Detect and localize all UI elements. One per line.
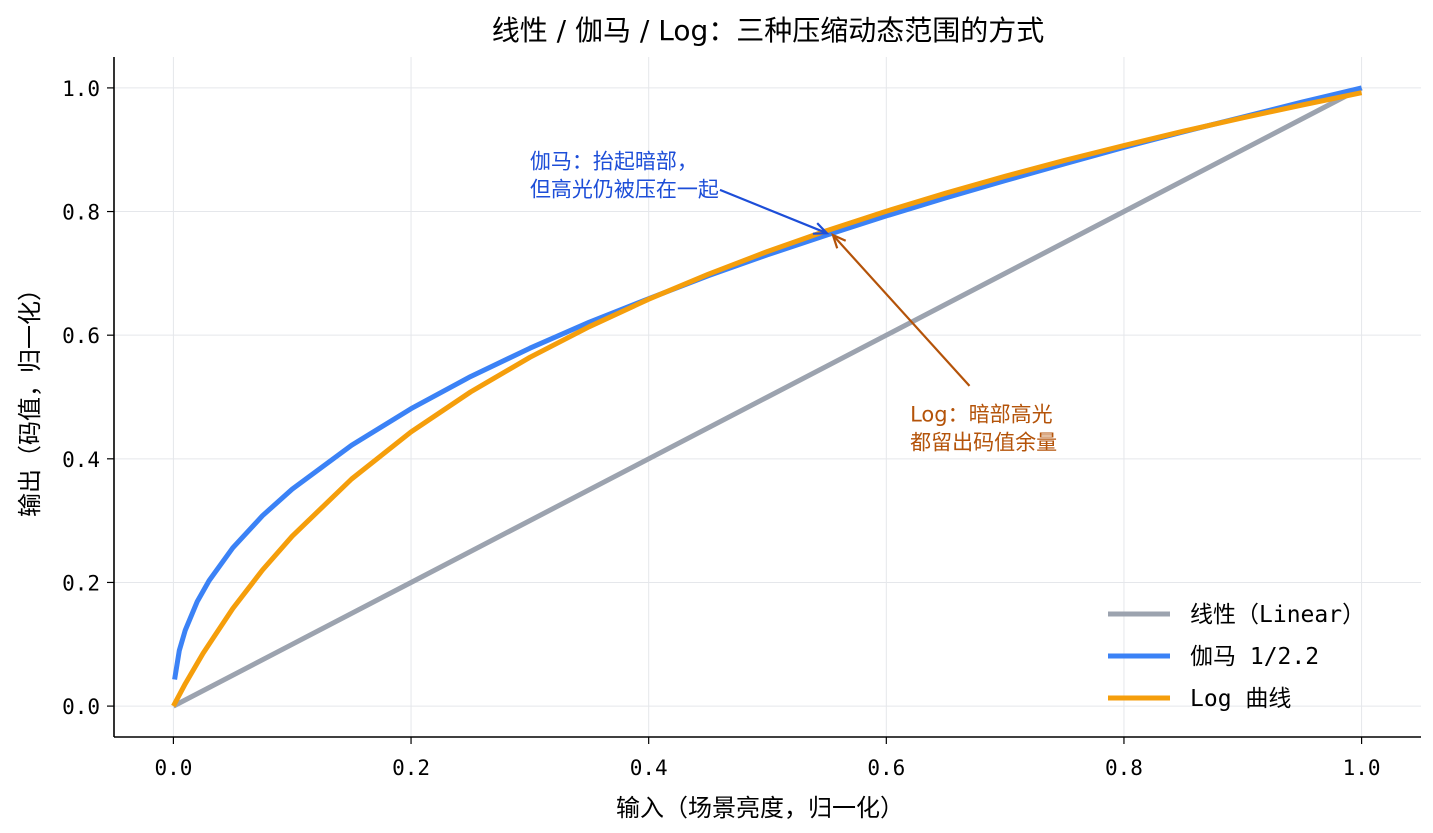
legend: 线性（Linear） 伽马 1/2.2 Log 曲线: [1108, 602, 1365, 712]
x-tick-label: 0.8: [1105, 756, 1143, 780]
x-tick-label: 1.0: [1343, 756, 1381, 780]
x-tick-label: 0.2: [392, 756, 430, 780]
annotation-text-1: Log：暗部高光: [910, 403, 1053, 427]
annotation-arrow-0: [719, 188, 828, 235]
y-tick-label: 0.0: [62, 695, 100, 719]
y-axis-title: 输出（码值，归一化）: [16, 277, 44, 517]
series-line-0: [172, 85, 1363, 709]
x-axis-title: 输入（场景亮度，归一化）: [616, 794, 904, 822]
annotation-text-0: 但高光仍被压在一起: [530, 177, 719, 201]
annotation-arrow-1: [832, 234, 971, 387]
legend-label-2: Log 曲线: [1190, 686, 1291, 712]
y-tick-label: 1.0: [62, 77, 100, 101]
chart-title: 线性 / 伽马 / Log：三种压缩动态范围的方式: [492, 14, 1044, 47]
legend-label-0: 线性（Linear）: [1190, 602, 1365, 628]
y-tick-label: 0.8: [62, 201, 100, 225]
annotation-arrowhead-1: [831, 232, 847, 249]
x-tick-label: 0.4: [630, 756, 668, 780]
annotation-text-0: 伽马：抬起暗部，: [530, 149, 698, 173]
y-tick-label: 0.6: [62, 324, 100, 348]
annotation-arrowhead-0: [812, 222, 830, 235]
y-tick-label: 0.4: [62, 448, 100, 472]
series-line-1: [172, 85, 1363, 680]
x-ticks: 0.0 0.2 0.4 0.6 0.8 1.0: [154, 737, 1381, 780]
y-tick-label: 0.2: [62, 571, 100, 595]
annotation-text-1: 都留出码值余量: [910, 431, 1057, 455]
series-line-2: [171, 90, 1363, 708]
x-tick-label: 0.6: [867, 756, 905, 780]
legend-label-1: 伽马 1/2.2: [1190, 644, 1319, 670]
series-layer: [171, 85, 1363, 709]
x-tick-label: 0.0: [154, 756, 192, 780]
y-ticks: 0.0 0.2 0.4 0.6 0.8 1.0: [62, 77, 114, 719]
grid: [114, 57, 1421, 737]
axes: [113, 57, 1421, 738]
